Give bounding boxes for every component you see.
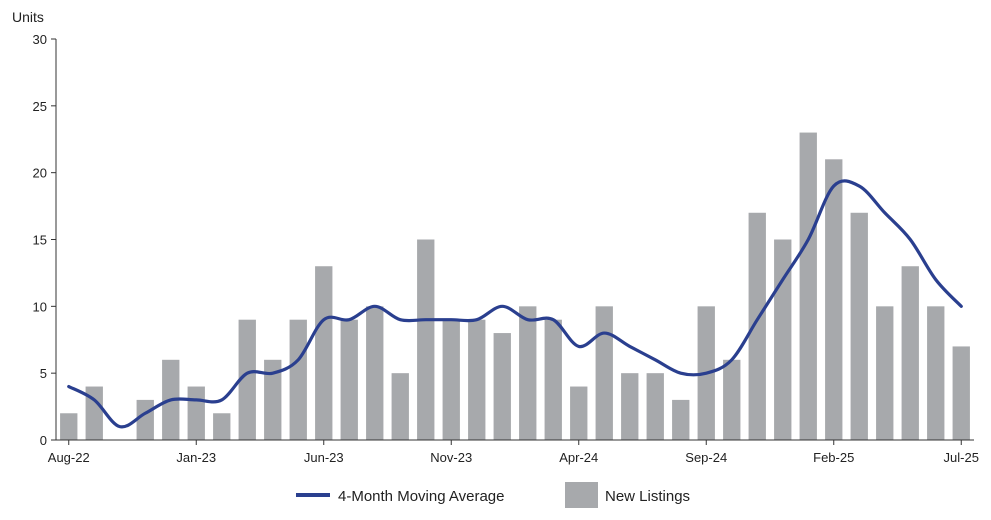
bar-nov-24 — [748, 212, 766, 440]
y-tick-label: 10 — [33, 299, 47, 314]
bar-may-23 — [289, 319, 307, 440]
bar-aug-23 — [366, 306, 384, 440]
bar-nov-23 — [442, 319, 460, 440]
y-axis-unit-label: Units — [12, 9, 44, 25]
moving-average-line — [67, 179, 963, 429]
x-tick-label: Feb-25 — [813, 450, 854, 465]
x-tick-label: Aug-22 — [48, 450, 90, 465]
y-tick-label: 15 — [33, 233, 47, 248]
legend-line-label: 4-Month Moving Average — [338, 488, 505, 505]
bar-jan-25 — [799, 132, 817, 441]
bar-jun-24 — [621, 373, 639, 440]
line-series-moving-average — [67, 179, 963, 429]
x-tick-label: Apr-24 — [559, 450, 598, 465]
bar-apr-23 — [264, 359, 282, 440]
y-tick-label: 5 — [40, 366, 47, 381]
bar-jan-23 — [187, 386, 205, 440]
bar-jun-23 — [315, 266, 333, 440]
bar-dec-23 — [468, 319, 486, 440]
bar-jan-24 — [493, 333, 511, 440]
bar-jul-24 — [646, 373, 664, 440]
y-axis: 0 5 10 15 20 25 30 — [33, 32, 57, 448]
x-tick-label: Jun-23 — [304, 450, 344, 465]
legend: 4-Month Moving Average New Listings — [296, 482, 690, 508]
bar-oct-24 — [723, 359, 741, 440]
x-tick-label: Jul-25 — [944, 450, 979, 465]
bar-feb-24 — [519, 306, 537, 440]
bar-sep-23 — [391, 373, 409, 440]
legend-bar-label: New Listings — [605, 488, 690, 505]
bar-feb-23 — [213, 413, 231, 440]
bar-apr-25 — [876, 306, 894, 440]
x-tick-label: Nov-23 — [430, 450, 472, 465]
bar-series-new-listings — [60, 132, 970, 441]
bar-aug-22 — [60, 413, 78, 440]
bar-dec-24 — [774, 239, 792, 440]
bar-nov-22 — [136, 399, 154, 440]
y-tick-label: 20 — [33, 166, 47, 181]
x-tick-label: Sep-24 — [685, 450, 727, 465]
bar-mar-24 — [544, 319, 562, 440]
bar-mar-23 — [238, 319, 256, 440]
legend-bar-swatch — [565, 482, 598, 508]
bar-may-24 — [595, 306, 613, 440]
bar-jul-25 — [952, 346, 970, 440]
bar-sep-22 — [85, 386, 103, 440]
bar-oct-23 — [417, 239, 435, 440]
bar-may-25 — [901, 266, 919, 440]
y-tick-label: 25 — [33, 99, 47, 114]
x-axis: Aug-22 Jan-23 Jun-23 Nov-23 Apr-24 Sep-24 Feb-… — [48, 439, 979, 465]
bar-apr-24 — [570, 386, 588, 440]
y-tick-label: 30 — [33, 32, 47, 47]
bar-mar-25 — [850, 212, 868, 440]
bar-feb-25 — [825, 159, 843, 441]
bar-jun-25 — [927, 306, 945, 440]
bar-jul-23 — [340, 319, 358, 440]
bar-aug-24 — [672, 399, 690, 440]
x-tick-label: Jan-23 — [176, 450, 216, 465]
y-tick-label: 0 — [40, 433, 47, 448]
